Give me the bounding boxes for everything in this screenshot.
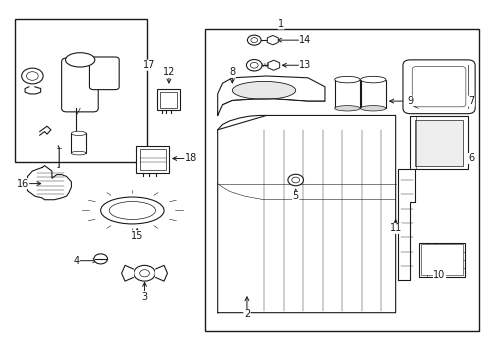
Text: 5: 5 (292, 191, 298, 201)
Polygon shape (27, 166, 71, 200)
FancyBboxPatch shape (61, 58, 98, 112)
Text: 7: 7 (467, 96, 473, 106)
Text: 14: 14 (299, 35, 311, 45)
Text: 18: 18 (184, 153, 197, 163)
Circle shape (247, 35, 261, 45)
Circle shape (250, 62, 258, 68)
FancyBboxPatch shape (402, 60, 474, 114)
FancyBboxPatch shape (411, 67, 465, 107)
Circle shape (287, 174, 303, 186)
Bar (418, 243, 465, 277)
Ellipse shape (360, 76, 385, 83)
Bar (409, 116, 467, 169)
Bar (334, 80, 359, 108)
Ellipse shape (360, 105, 385, 111)
FancyBboxPatch shape (89, 57, 119, 90)
Text: 15: 15 (131, 231, 143, 240)
Circle shape (140, 270, 149, 277)
Polygon shape (156, 265, 167, 281)
Circle shape (26, 72, 38, 80)
Text: 4: 4 (73, 256, 79, 266)
Ellipse shape (109, 202, 155, 220)
Bar (157, 89, 180, 110)
Text: 2: 2 (244, 310, 249, 319)
Circle shape (250, 38, 257, 42)
Ellipse shape (71, 151, 86, 155)
Bar (414, 120, 462, 166)
Ellipse shape (65, 53, 95, 67)
Circle shape (94, 254, 107, 264)
Circle shape (21, 68, 43, 84)
Text: 13: 13 (299, 60, 311, 70)
Polygon shape (122, 265, 133, 281)
Circle shape (291, 177, 299, 183)
Text: 8: 8 (229, 67, 235, 77)
Polygon shape (217, 76, 325, 116)
Text: 17: 17 (143, 60, 155, 70)
Text: 11: 11 (389, 224, 401, 233)
Bar (136, 146, 169, 173)
Bar (15, 19, 147, 162)
Ellipse shape (232, 81, 295, 99)
Polygon shape (217, 116, 395, 313)
Bar (159, 92, 177, 108)
Text: 3: 3 (141, 292, 147, 302)
Text: 10: 10 (432, 270, 445, 280)
Text: 9: 9 (407, 96, 412, 106)
Circle shape (134, 265, 155, 281)
Ellipse shape (101, 197, 163, 224)
Text: 1: 1 (278, 19, 284, 29)
Text: 6: 6 (467, 153, 473, 163)
Ellipse shape (334, 76, 359, 83)
Bar (140, 149, 165, 170)
Bar (420, 244, 463, 275)
Text: 16: 16 (17, 179, 29, 189)
Polygon shape (397, 169, 414, 280)
Ellipse shape (71, 131, 86, 135)
Circle shape (246, 59, 262, 71)
Text: 12: 12 (163, 67, 175, 77)
Ellipse shape (334, 105, 359, 111)
Bar (71, 134, 86, 153)
Bar (205, 30, 478, 330)
Bar (360, 80, 385, 108)
